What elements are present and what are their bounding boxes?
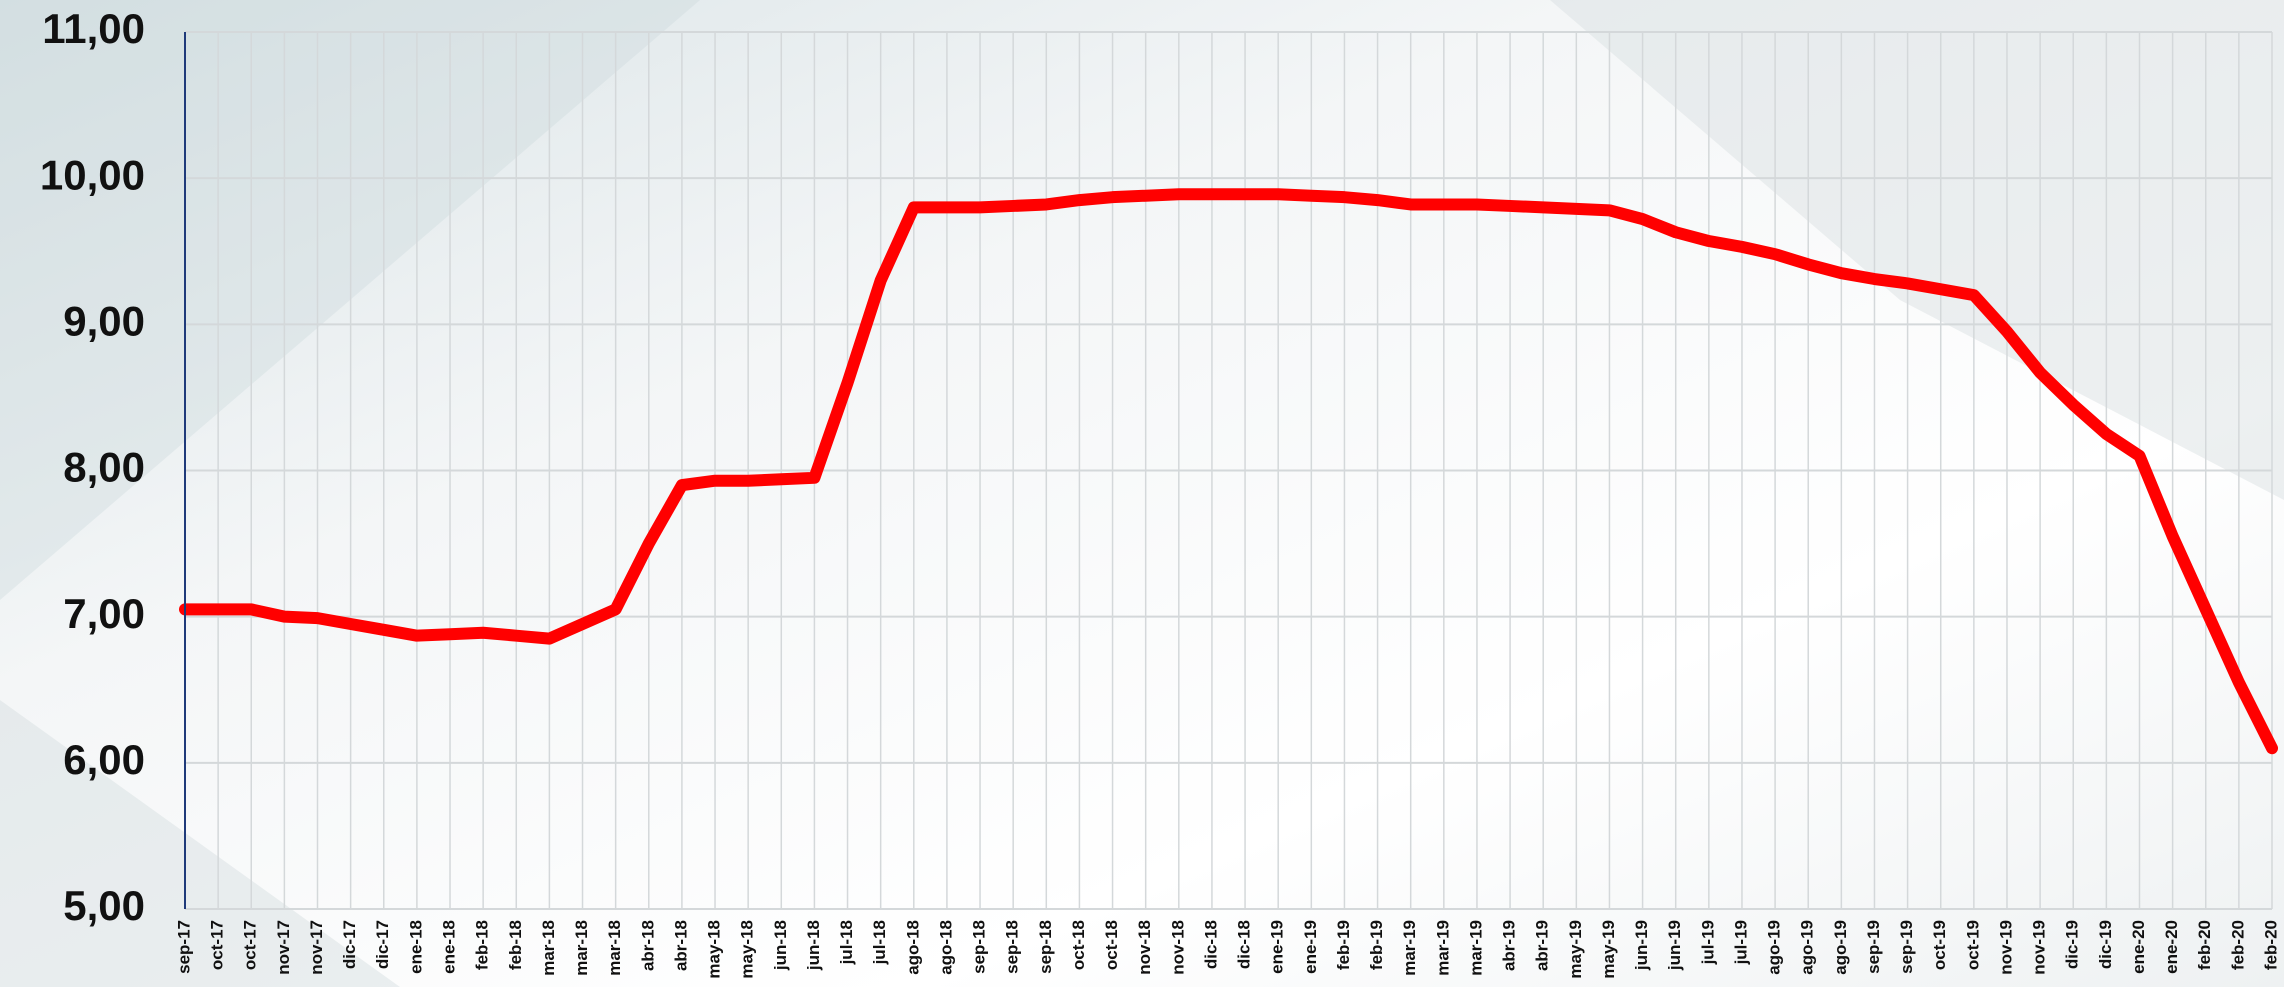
x-tick-label: mar-18 xyxy=(572,920,591,976)
x-tick-label: jun-19 xyxy=(1665,920,1684,971)
x-tick-label: abr-18 xyxy=(638,920,657,971)
x-tick-label: may-18 xyxy=(705,920,724,979)
x-tick-label: sep-19 xyxy=(1864,920,1883,974)
x-tick-label: jul-19 xyxy=(1698,920,1717,965)
y-tick-label: 7,00 xyxy=(63,590,145,637)
line xyxy=(179,188,2278,755)
x-tick-label: jul-19 xyxy=(1731,920,1750,965)
x-tick-label: dic-18 xyxy=(1235,920,1254,969)
x-tick-label: nov-19 xyxy=(2030,920,2049,975)
x-tick-label: ago-19 xyxy=(1798,920,1817,975)
x-tick-label: nov-18 xyxy=(1135,920,1154,975)
x-tick-label: ene-20 xyxy=(2162,920,2181,974)
x-tick-label: feb-20 xyxy=(2228,920,2247,970)
x-tick-label: nov-19 xyxy=(1996,920,2015,975)
x-tick-label: feb-18 xyxy=(473,920,492,970)
x-tick-label: abr-19 xyxy=(1500,920,1519,971)
x-tick-label: mar-18 xyxy=(539,920,558,976)
x-tick-label: ene-19 xyxy=(1301,920,1320,974)
x-tick-label: feb-20 xyxy=(2261,920,2280,970)
x-tick-label: abr-18 xyxy=(671,920,690,971)
x-tick-label: ago-19 xyxy=(1831,920,1850,975)
x-tick-label: ene-19 xyxy=(1268,920,1287,974)
x-tick-label: jun-19 xyxy=(1632,920,1651,971)
x-tick-label: may-18 xyxy=(738,920,757,979)
x-tick-label: sep-17 xyxy=(174,920,193,974)
x-tick-label: abr-19 xyxy=(1533,920,1552,971)
x-tick-label: feb-18 xyxy=(506,920,525,970)
y-tick-label: 8,00 xyxy=(63,444,145,491)
x-tick-label: ago-19 xyxy=(1765,920,1784,975)
x-tick-label: oct-18 xyxy=(1102,920,1121,970)
x-tick-label: may-19 xyxy=(1599,920,1618,979)
y-tick-label: 11,00 xyxy=(42,5,145,52)
x-tick-label: dic-17 xyxy=(340,920,359,969)
x-tick-label: oct-19 xyxy=(1930,920,1949,970)
y-tick-label: 5,00 xyxy=(63,882,145,929)
x-tick-label: mar-18 xyxy=(605,920,624,976)
x-tick-label: dic-19 xyxy=(2096,920,2115,969)
x-tick-label: mar-19 xyxy=(1433,920,1452,976)
x-tick-label: nov-17 xyxy=(307,920,326,975)
x-tick-label: nov-17 xyxy=(274,920,293,975)
x-tick-label: sep-19 xyxy=(1897,920,1916,974)
x-tick-label: nov-18 xyxy=(1168,920,1187,975)
y-tick-label: 6,00 xyxy=(63,736,145,783)
x-tick-label: ago-18 xyxy=(936,920,955,975)
x-tick-label: mar-19 xyxy=(1466,920,1485,976)
x-tick-label: jul-18 xyxy=(837,920,856,965)
x-tick-label: oct-18 xyxy=(1069,920,1088,970)
x-tick-label: may-19 xyxy=(1566,920,1585,979)
y-tick-label: 10,00 xyxy=(40,151,145,198)
x-tick-label: sep-18 xyxy=(970,920,989,974)
x-tick-label: dic-19 xyxy=(2063,920,2082,969)
x-tick-label: mar-19 xyxy=(1400,920,1419,976)
x-tick-label: oct-17 xyxy=(208,920,227,970)
x-tick-label: jun-18 xyxy=(804,920,823,971)
decor xyxy=(0,700,400,987)
decor xyxy=(1550,0,2284,500)
x-tick-label: jul-18 xyxy=(870,920,889,965)
x-tick-label: oct-17 xyxy=(241,920,260,970)
x-tick-label: sep-18 xyxy=(1003,920,1022,974)
x-tick-label: dic-17 xyxy=(373,920,392,969)
x-tick-label: feb-20 xyxy=(2195,920,2214,970)
x-tick-label: feb-19 xyxy=(1367,920,1386,970)
x-tick-label: ago-18 xyxy=(903,920,922,975)
y-tick-label: 9,00 xyxy=(63,297,145,344)
x-tick-label: jun-18 xyxy=(771,920,790,971)
x-tick-label: oct-19 xyxy=(1963,920,1982,970)
x-tick-label: dic-18 xyxy=(1201,920,1220,969)
x-tick-label: ene-20 xyxy=(2129,920,2148,974)
x-tick-label: sep-18 xyxy=(1036,920,1055,974)
x-tick-label: feb-19 xyxy=(1334,920,1353,970)
x-tick-label: ene-18 xyxy=(406,920,425,974)
x-tick-label: ene-18 xyxy=(440,920,459,974)
